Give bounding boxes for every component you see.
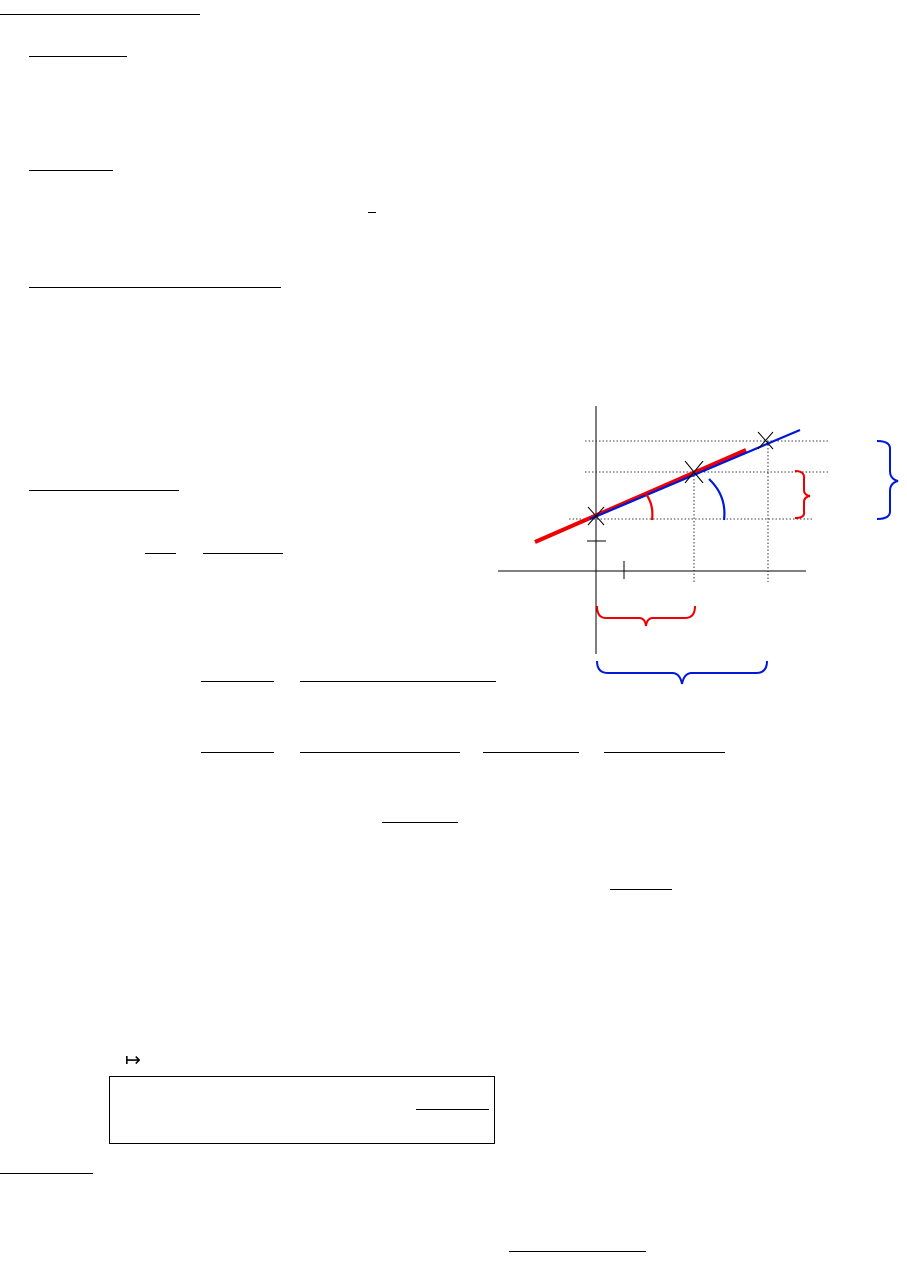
delta-x-secant-brace-icon (596, 605, 696, 627)
point-markers (587, 431, 774, 526)
maps-to-arrow-icon: ↦ (125, 1049, 141, 1071)
fraction-bar-step2-b (300, 752, 460, 753)
delta-y-secant-brace-icon (794, 470, 811, 519)
dotted-guides (569, 440, 829, 582)
fraction-bar-final (509, 1251, 646, 1252)
secant-tangent-figure (498, 406, 899, 685)
fraction-bar-dy (145, 553, 176, 554)
inline-fraction-bar-1 (368, 212, 376, 213)
fraction-bar-step1-left (201, 681, 274, 682)
heading-underline-3 (29, 170, 113, 171)
heading-underline-1 (0, 14, 200, 15)
result-box-fraction-bar (416, 1109, 489, 1110)
fraction-bar-step2-a (201, 752, 274, 753)
heading-underline-6 (0, 1173, 93, 1174)
fraction-bar-result (610, 889, 672, 890)
fraction-bar-step1-right (300, 681, 496, 682)
secant-angle-arc (645, 493, 654, 521)
tangent-line (589, 428, 801, 521)
cross-marker-icon (684, 460, 704, 484)
axes (498, 406, 806, 654)
fraction-bar-step2-c (483, 752, 579, 753)
fraction-bar-limit (382, 822, 458, 823)
secant-line (534, 448, 747, 544)
result-box (109, 1076, 495, 1144)
heading-underline-5 (29, 490, 179, 491)
cross-marker-icon (587, 506, 605, 526)
cross-marker-icon (757, 431, 774, 450)
fraction-bar-quotient (203, 553, 283, 554)
heading-underline-2 (29, 56, 127, 57)
tangent-angle-arc (708, 478, 726, 521)
delta-x-tangent-brace-icon (596, 660, 768, 685)
fraction-bar-step2-d (604, 752, 725, 753)
delta-y-tangent-brace-icon (876, 440, 899, 520)
heading-underline-4 (29, 287, 281, 288)
